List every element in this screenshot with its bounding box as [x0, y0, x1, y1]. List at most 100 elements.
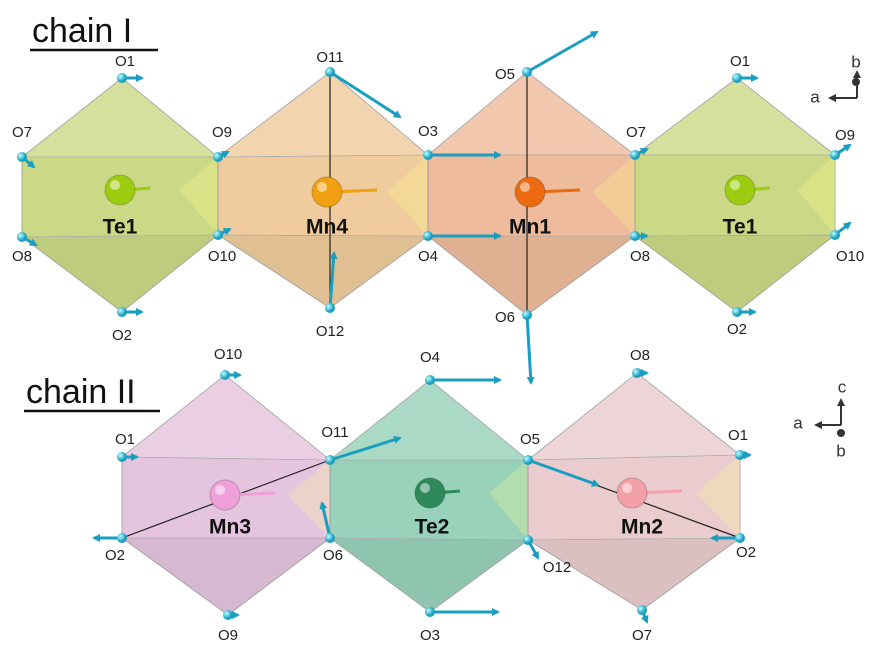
axis-label: a [793, 413, 803, 432]
atom-label: Mn1 [509, 216, 551, 239]
edge [217, 234, 429, 237]
chain-title: chain II [26, 373, 136, 411]
atom-label: Mn4 [306, 216, 348, 239]
oxygen-label: O7 [632, 627, 652, 644]
octahedron-face [634, 77, 836, 156]
oxygen-atom [325, 303, 335, 313]
octahedron-face [696, 455, 740, 538]
oxygen-atom [522, 67, 532, 77]
metal-atom [514, 176, 546, 208]
oxygen-label: O11 [316, 49, 343, 66]
oxygen-atom [523, 535, 533, 545]
atom-label: Te1 [723, 216, 758, 239]
oxygen-atom [17, 152, 27, 162]
oxygen-atom [732, 307, 742, 317]
oxygen-atom [523, 455, 533, 465]
oxygen-label: O2 [736, 544, 756, 561]
oxygen-label: O10 [836, 248, 864, 265]
oxygen-spin-arrow [329, 70, 402, 119]
oxygen-atom [735, 533, 745, 543]
oxygen-label: O10 [208, 248, 236, 265]
oxygen-atom [732, 73, 742, 83]
oxygen-label: O4 [420, 349, 440, 366]
octahedron-face [489, 460, 528, 540]
oxygen-atom [522, 310, 532, 320]
oxygen-label: O8 [630, 347, 650, 364]
atom-highlight [520, 182, 530, 192]
metal-atom [104, 174, 136, 206]
oxygen-atom [117, 307, 127, 317]
oxygen-atom [630, 231, 640, 241]
octahedron-face [387, 155, 428, 236]
atom-highlight [420, 483, 430, 493]
oxygen-label: O8 [12, 248, 32, 265]
oxygen-label: O1 [728, 427, 748, 444]
atom-label: Mn2 [621, 516, 663, 539]
oxygen-label: O5 [495, 66, 515, 83]
atom-highlight [215, 485, 225, 495]
oxygen-label: O3 [420, 627, 440, 644]
octahedron-face [634, 234, 836, 313]
edge [527, 454, 741, 461]
oxygen-label: O1 [115, 431, 135, 448]
axis-label: b [851, 52, 860, 71]
oxygen-spin-arrow [525, 314, 535, 385]
edge [121, 456, 331, 461]
oxygen-atom [830, 150, 840, 160]
oxygen-label: O6 [495, 309, 515, 326]
oxygen-spin-arrow [328, 251, 338, 309]
oxygen-label: O11 [321, 424, 348, 441]
oxygen-spin-arrow [329, 435, 402, 462]
oxygen-label: O8 [630, 248, 650, 265]
axis-label: a [810, 87, 820, 106]
metal-atom [414, 477, 446, 509]
octahedron-face [121, 374, 331, 461]
atom-label: Te1 [103, 216, 138, 239]
edge [527, 537, 741, 541]
octahedron-face [216, 234, 429, 309]
oxygen-atom [223, 610, 233, 620]
axis-indicator: a b [810, 52, 861, 106]
oxygen-label: O3 [418, 123, 438, 140]
oxygen-atom [630, 150, 640, 160]
oxygen-atom [220, 370, 230, 380]
oxygen-atom [213, 152, 223, 162]
edge [634, 234, 836, 237]
oxygen-atom [632, 368, 642, 378]
atom-highlight [730, 180, 740, 190]
oxygen-label: O12 [316, 323, 344, 340]
edge [217, 154, 429, 158]
oxygen-atom [735, 450, 745, 460]
oxygen-atom [425, 607, 435, 617]
oxygen-atom [637, 605, 647, 615]
oxygen-label: O5 [520, 431, 540, 448]
octahedron-face [427, 71, 636, 156]
oxygen-label: O10 [214, 346, 242, 363]
oxygen-label: O1 [115, 53, 135, 70]
chain-title: chain I [32, 12, 132, 50]
oxygen-spin-arrow [527, 458, 600, 487]
axis-label: b [836, 441, 845, 460]
oxygen-atom [423, 231, 433, 241]
octahedron-face [592, 155, 635, 236]
oxygen-label: O7 [626, 124, 646, 141]
oxygen-spin-arrow [319, 501, 332, 539]
oxygen-atom [830, 230, 840, 240]
oxygen-atom [213, 230, 223, 240]
edge [21, 234, 219, 238]
oxygen-atom [425, 375, 435, 385]
oxygen-label: O9 [212, 124, 232, 141]
atom-label: Mn3 [209, 516, 251, 539]
oxygen-label: O2 [105, 547, 125, 564]
oxygen-atom [325, 455, 335, 465]
metal-atom [616, 477, 648, 509]
oxygen-atom [117, 452, 127, 462]
octahedron-face [329, 379, 529, 461]
octahedron-face [21, 234, 219, 313]
oxygen-label: O4 [418, 248, 438, 265]
octahedron-face [21, 77, 219, 158]
octahedron-face [797, 155, 835, 235]
axis-label: c [838, 377, 847, 396]
oxygen-atom [117, 533, 127, 543]
